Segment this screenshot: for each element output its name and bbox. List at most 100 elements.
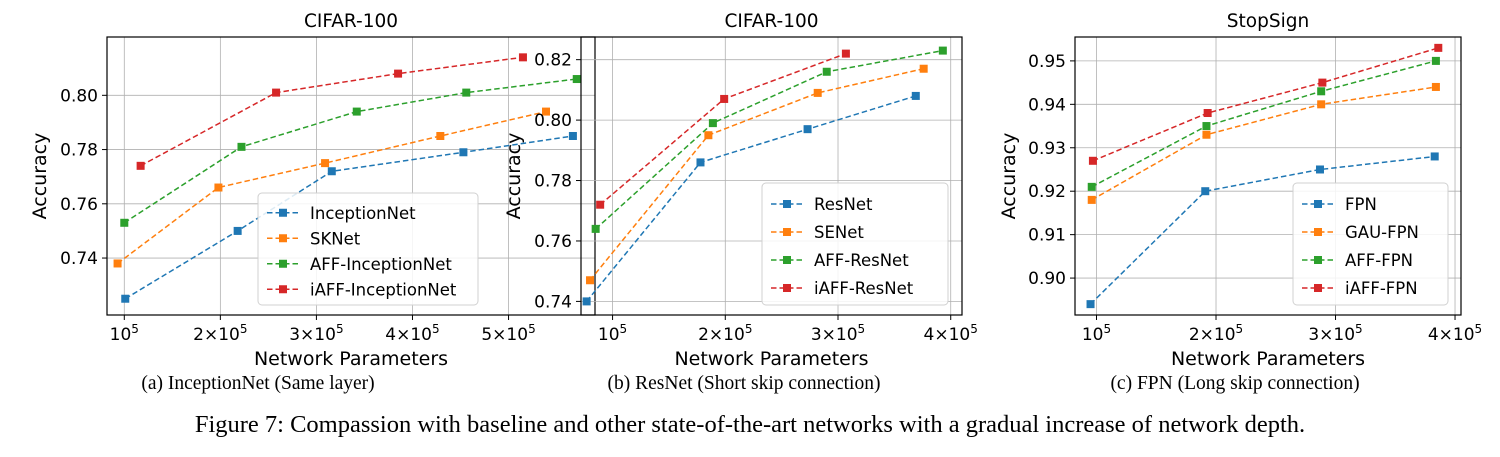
legend-label: SENet xyxy=(814,223,864,242)
data-point-FPN xyxy=(1315,165,1324,174)
x-tick-label: 4×105 xyxy=(924,322,978,345)
legend: InceptionNet SKNet AFF-InceptionNet iAFF-In… xyxy=(257,192,479,306)
axes-frame xyxy=(580,36,963,316)
x-tick-label-base: 2×10 xyxy=(193,325,240,345)
legend: ResNet SENet AFF-ResNet iAFF-ResNet xyxy=(761,182,949,306)
subfigure-caption: (b) ResNet (Short skip connection) xyxy=(608,373,881,394)
chart-title: CIFAR-100 xyxy=(724,11,818,32)
y-tick-label: 0.76 xyxy=(534,232,572,252)
x-tick-label-exponent: 5 xyxy=(970,322,978,336)
x-tick-label-base: 2×10 xyxy=(1189,325,1236,345)
x-tick-label-base: 2×10 xyxy=(698,325,745,345)
data-point-SENet xyxy=(919,64,928,73)
data-point-SKNet xyxy=(542,107,551,116)
x-tick-label: 2×105 xyxy=(193,322,247,345)
data-point-FPN xyxy=(1086,300,1095,309)
x-tick-label-exponent: 5 xyxy=(528,322,536,336)
x-axis-label: Network Parameters xyxy=(254,348,448,370)
data-point-iAFF-InceptionNet xyxy=(518,53,527,62)
legend-marker-ResNet xyxy=(783,200,791,208)
x-tick-label-exponent: 5 xyxy=(131,322,139,336)
data-point-SENet xyxy=(586,276,595,285)
chart-title: CIFAR-100 xyxy=(304,11,398,32)
data-point-ResNet xyxy=(582,297,591,306)
x-tick-label-exponent: 5 xyxy=(1355,322,1363,336)
x-tick-label: 3×105 xyxy=(1308,322,1362,345)
data-point-InceptionNet xyxy=(233,226,242,235)
legend-box xyxy=(1292,182,1449,306)
series-line-ResNet xyxy=(586,95,917,302)
data-point-iAFF-ResNet xyxy=(841,49,850,58)
data-point-ResNet xyxy=(911,91,920,100)
data-point-SKNet xyxy=(214,183,223,192)
data-point-GAU-FPN xyxy=(1317,100,1326,109)
data-point-iAFF-FPN xyxy=(1434,43,1443,52)
legend-marker-GAU-FPN xyxy=(1314,228,1322,236)
series-line-iAFF-InceptionNet xyxy=(140,56,524,167)
data-point-iAFF-FPN xyxy=(1203,109,1212,118)
data-point-AFF-FPN xyxy=(1202,122,1211,131)
x-tick-label-base: 3×10 xyxy=(289,325,336,345)
data-point-AFF-ResNet xyxy=(938,46,947,55)
data-point-InceptionNet xyxy=(327,167,336,176)
y-tick-label: 0.92 xyxy=(1028,182,1066,202)
data-point-ResNet xyxy=(696,158,705,167)
y-tick-label: 0.76 xyxy=(60,195,98,215)
x-tick-label-exponent: 5 xyxy=(432,322,440,336)
x-tick-label-base: 10 xyxy=(110,325,132,345)
data-point-AFF-ResNet xyxy=(591,224,600,233)
y-tick-label: 0.95 xyxy=(1028,52,1066,72)
y-tick-label: 0.90 xyxy=(1028,269,1066,289)
y-tick-label: 0.80 xyxy=(534,111,572,131)
axes-frame xyxy=(1074,36,1462,316)
legend-box xyxy=(761,182,949,306)
x-tick-label-base: 10 xyxy=(598,325,620,345)
legend-label: AFF-ResNet xyxy=(814,251,909,270)
legend-marker-SENet xyxy=(783,228,791,236)
x-tick-label: 2×105 xyxy=(698,322,752,345)
legend-label: iAFF-ResNet xyxy=(814,279,914,298)
x-tick-label-exponent: 5 xyxy=(858,322,866,336)
subfigure-caption: (c) FPN (Long skip connection) xyxy=(1110,373,1359,394)
x-tick-label-base: 4×10 xyxy=(385,325,432,345)
legend-label: AFF-FPN xyxy=(1345,251,1413,270)
legend-marker-AFF-InceptionNet xyxy=(279,259,287,268)
subfigure-caption: (a) InceptionNet (Same layer) xyxy=(141,373,374,394)
chart-panel-2: 105 2×105 3×105 4×1050.740.760.780.800.82CI… xyxy=(503,11,978,394)
chart-panel-1: 105 2×105 3×105 4×105 5×1050.740.760.780.80C… xyxy=(29,11,596,394)
x-tick-label: 105 xyxy=(598,322,627,345)
x-tick-label: 2×105 xyxy=(1189,322,1243,345)
data-point-InceptionNet xyxy=(459,148,468,157)
data-point-AFF-FPN xyxy=(1431,56,1440,65)
series-line-GAU-FPN xyxy=(1091,86,1437,201)
y-tick-label: 0.82 xyxy=(534,51,572,71)
data-point-AFF-InceptionNet xyxy=(572,75,581,84)
y-tick-label: 0.78 xyxy=(60,141,98,161)
data-point-SENet xyxy=(704,131,713,140)
x-tick-label: 105 xyxy=(1082,322,1111,345)
x-tick-label: 3×105 xyxy=(289,322,343,345)
data-point-FPN xyxy=(1430,152,1439,161)
legend-label: iAFF-InceptionNet xyxy=(310,280,457,299)
chart-title: StopSign xyxy=(1227,11,1309,32)
x-tick-label-exponent: 5 xyxy=(1236,322,1244,336)
legend-marker-iAFF-ResNet xyxy=(783,284,791,292)
x-tick-label-base: 4×10 xyxy=(924,325,971,345)
data-point-AFF-InceptionNet xyxy=(352,107,361,116)
y-tick-label: 0.93 xyxy=(1028,139,1066,159)
x-tick-label: 4×105 xyxy=(1428,322,1482,345)
data-point-iAFF-ResNet xyxy=(720,94,729,103)
data-point-iAFF-FPN xyxy=(1318,78,1327,87)
x-tick-label-base: 5×10 xyxy=(481,325,528,345)
x-tick-label: 3×105 xyxy=(811,322,865,345)
legend-label: AFF-InceptionNet xyxy=(310,255,452,274)
data-point-GAU-FPN xyxy=(1202,130,1211,139)
y-axis-label: Accuracy xyxy=(29,133,51,220)
data-point-AFF-ResNet xyxy=(822,67,831,76)
y-tick-label: 0.78 xyxy=(534,172,572,192)
data-point-FPN xyxy=(1201,187,1210,196)
series-line-AFF-ResNet xyxy=(595,49,943,230)
legend: FPN GAU-FPN AFF-FPN iAFF-FPN xyxy=(1292,182,1449,306)
data-point-AFF-FPN xyxy=(1087,182,1096,191)
x-tick-label-base: 4×10 xyxy=(1428,325,1475,345)
